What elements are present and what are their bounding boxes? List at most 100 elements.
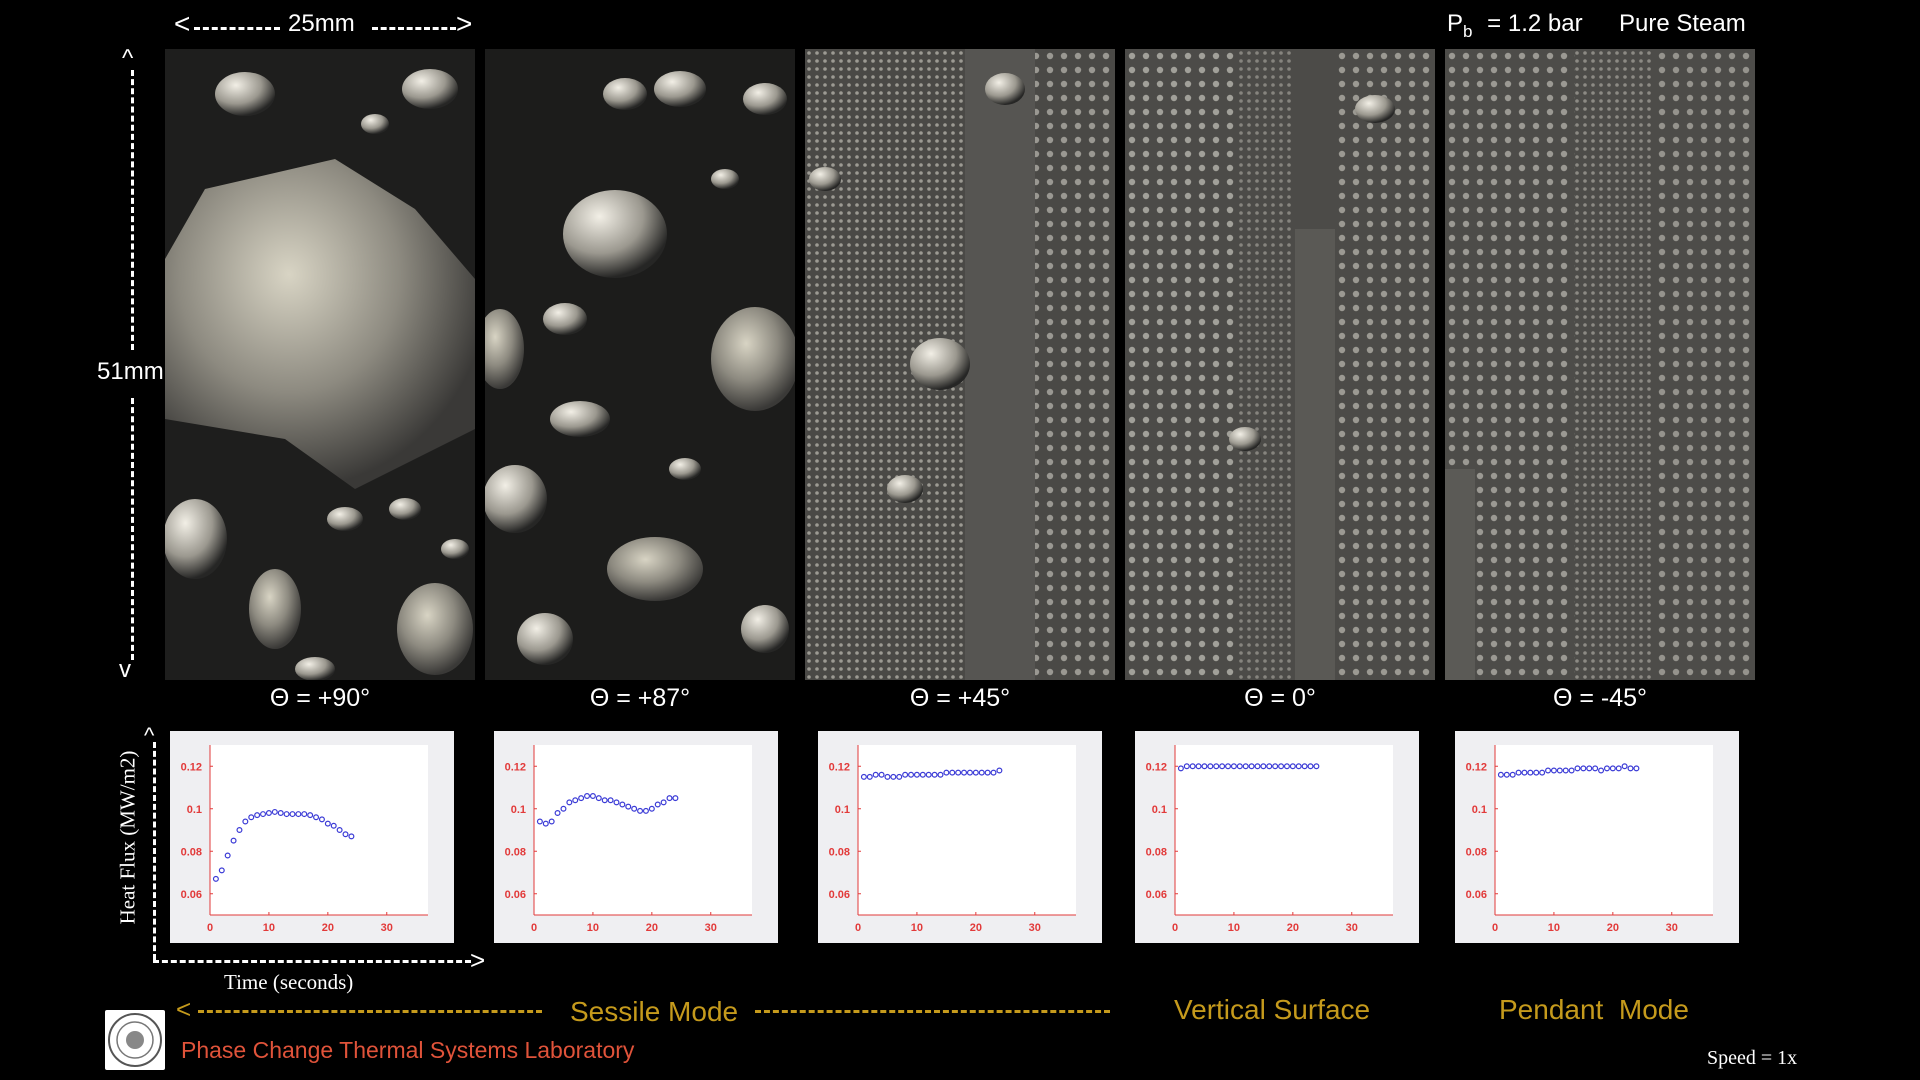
data-point [1313, 763, 1320, 770]
data-point [1260, 763, 1267, 770]
width-dash-left [194, 27, 280, 30]
plot-3: 0 10 20 30 0.06 0.08 0.1 0.12 [818, 731, 1102, 943]
photo-panel-45 [805, 49, 1115, 680]
data-point [265, 809, 272, 816]
x-tick-label: 20 [970, 922, 982, 934]
data-point [648, 805, 655, 812]
heat-flux-chart-5: 0 10 20 30 0.06 0.08 0.1 0.12 [1466, 745, 1713, 934]
photo-panel-90 [165, 49, 475, 680]
data-point [336, 826, 343, 833]
plot-area [858, 745, 1076, 915]
x-tick-label: 30 [1666, 922, 1678, 934]
y-tick-label: 0.1 [835, 804, 850, 816]
data-point [902, 771, 909, 778]
data-point [1550, 767, 1557, 774]
data-point [224, 852, 231, 859]
x-tick-label: 0 [1172, 922, 1178, 934]
data-point [542, 820, 549, 827]
vertical-surface-label: Vertical Surface [1174, 994, 1371, 1025]
data-point [1278, 763, 1285, 770]
data-point [1621, 763, 1628, 770]
data-point [236, 826, 243, 833]
y-tick-label: 0.1 [511, 804, 526, 816]
plot-area [1175, 745, 1393, 915]
data-point [1580, 765, 1587, 772]
data-point [878, 771, 885, 778]
data-point [307, 812, 314, 819]
y-axis-dashline [153, 742, 156, 960]
data-point [860, 773, 867, 780]
data-point [277, 809, 284, 816]
data-point [1562, 767, 1569, 774]
y-tick-label: 0.12 [505, 761, 526, 773]
data-point [1213, 763, 1220, 770]
data-point [572, 797, 579, 804]
data-point [313, 814, 320, 821]
data-point [978, 769, 985, 776]
pressure-symbol: P [1447, 10, 1464, 37]
data-point [212, 875, 219, 882]
data-point [896, 773, 903, 780]
data-point [966, 769, 973, 776]
y-tick-label: 0.08 [829, 846, 850, 858]
x-tick-label: 20 [322, 922, 334, 934]
y-tick-label: 0.1 [1472, 804, 1487, 816]
x-tick-label: 0 [531, 922, 537, 934]
y-tick-label: 0.08 [1466, 846, 1487, 858]
y-tick-label: 0.06 [181, 889, 202, 901]
plot-4: 0 10 20 30 0.06 0.08 0.1 0.12 [1135, 731, 1419, 943]
y-tick-label: 0.12 [181, 761, 202, 773]
x-tick-label: 20 [1607, 922, 1619, 934]
y-tick-label: 0.08 [505, 846, 526, 858]
data-point [1195, 763, 1202, 770]
data-point [330, 822, 337, 829]
data-point [601, 797, 608, 804]
data-point [1586, 765, 1593, 772]
sessile-dash-right [755, 1010, 1110, 1013]
data-point [589, 792, 596, 799]
speed-label: Speed = 1x [1707, 1047, 1798, 1069]
data-point [1242, 763, 1249, 770]
width-dash-right [372, 27, 456, 30]
data-point [613, 799, 620, 806]
data-point [660, 799, 667, 806]
y-tick-label: 0.1 [1152, 804, 1167, 816]
plot-2: 0 10 20 30 0.06 0.08 0.1 0.12 [494, 731, 778, 943]
data-point [913, 771, 920, 778]
data-point [584, 792, 591, 799]
time-axis-label: Time (seconds) [224, 970, 354, 994]
data-point [625, 803, 632, 810]
data-point [1627, 765, 1634, 772]
data-point [1289, 763, 1296, 770]
photo-panel-minus45 [1445, 49, 1755, 680]
plot-area [534, 745, 752, 915]
data-point [943, 769, 950, 776]
pressure-value: = 1.2 bar [1487, 10, 1583, 37]
data-point [637, 807, 644, 814]
x-tick-label: 30 [705, 922, 717, 934]
heat-flux-chart-1: 0 10 20 30 0.06 0.08 0.1 0.12 [181, 745, 428, 934]
data-point [1283, 763, 1290, 770]
fluid-label: Pure Steam [1619, 10, 1746, 37]
theta-label-2: Θ = +87° [589, 684, 691, 712]
data-point [1545, 767, 1552, 774]
photo-panel-0 [1125, 49, 1435, 680]
data-point [1533, 769, 1540, 776]
data-point [248, 814, 255, 821]
plot-area [210, 745, 428, 915]
y-tick-label: 0.06 [1146, 889, 1167, 901]
data-point [1248, 763, 1255, 770]
data-point [1503, 771, 1510, 778]
data-point [254, 812, 261, 819]
data-point [1556, 767, 1563, 774]
y-tick-label: 0.12 [1466, 761, 1487, 773]
data-point [1603, 765, 1610, 772]
data-point [1539, 769, 1546, 776]
data-point [230, 837, 237, 844]
plot-1: 0 10 20 30 0.06 0.08 0.1 0.12 [170, 731, 454, 943]
data-point [1633, 765, 1640, 772]
height-dash-top [131, 70, 134, 350]
x-tick-label: 10 [911, 922, 923, 934]
data-point [654, 801, 661, 808]
x-tick-label: 10 [263, 922, 275, 934]
